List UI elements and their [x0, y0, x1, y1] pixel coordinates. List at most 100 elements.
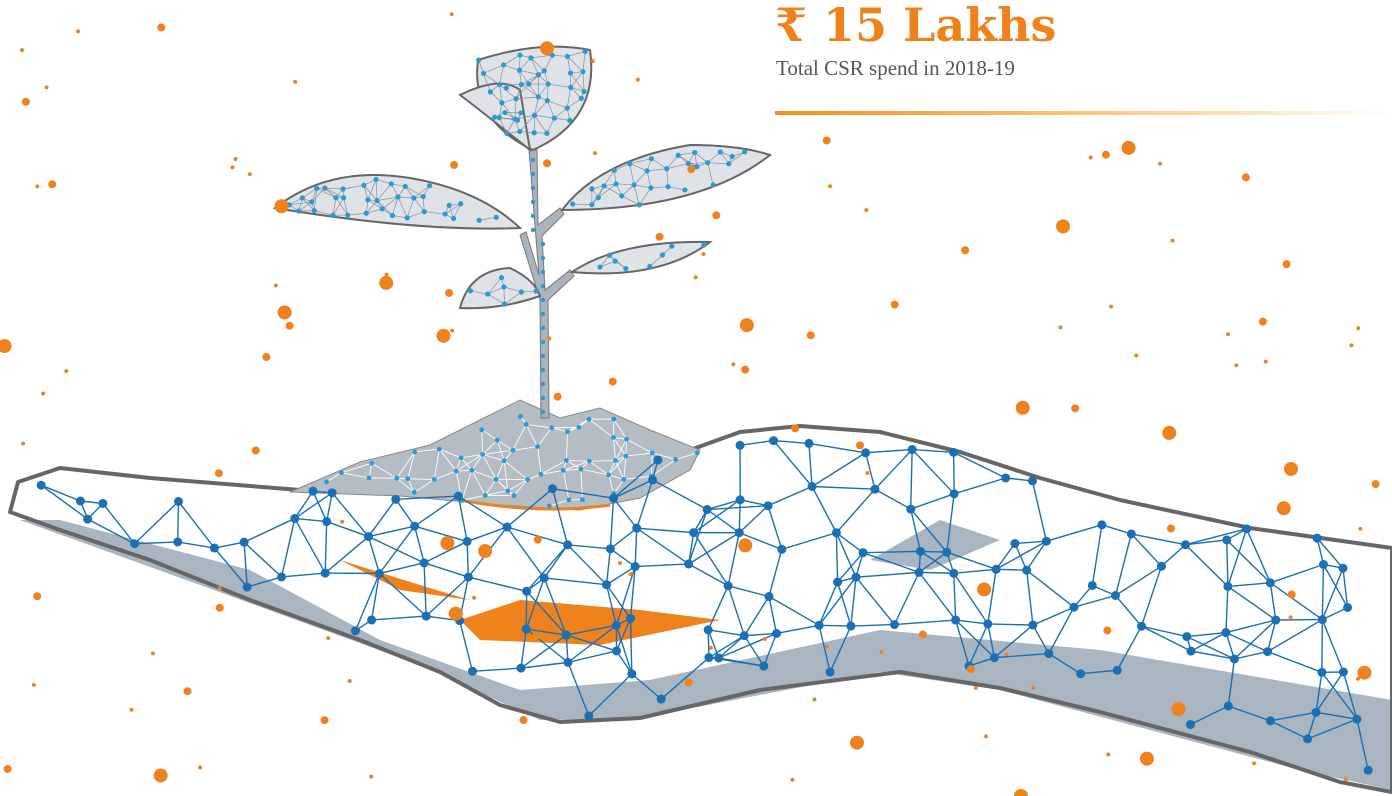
- particle: [1134, 353, 1139, 358]
- mesh-line: [134, 500, 179, 545]
- mesh-line: [376, 183, 392, 201]
- mesh-node: [290, 513, 300, 523]
- mesh-node: [1229, 654, 1239, 664]
- mesh-line: [836, 581, 852, 627]
- mesh-line: [615, 439, 627, 461]
- particle: [693, 275, 698, 280]
- mesh-node: [374, 568, 384, 578]
- mesh-line: [987, 623, 996, 658]
- mesh-node: [777, 544, 787, 554]
- mesh-node: [694, 164, 700, 170]
- mesh-node: [710, 182, 716, 188]
- mesh-line: [521, 74, 539, 85]
- mesh-line: [688, 563, 729, 587]
- particle: [762, 636, 767, 641]
- mesh-line: [1114, 533, 1133, 596]
- mesh-node: [613, 181, 619, 187]
- mesh: [36, 436, 1373, 775]
- mesh-line: [525, 577, 545, 630]
- particle: [293, 79, 298, 84]
- mesh-line: [666, 168, 669, 187]
- mesh-line: [367, 199, 383, 210]
- mesh-line: [213, 547, 248, 588]
- mesh-line: [324, 187, 344, 199]
- mesh-node: [431, 476, 437, 482]
- particle: [701, 251, 706, 256]
- headline: ₹ 15 Lakhs: [775, 0, 1057, 52]
- mesh-line: [608, 455, 627, 476]
- mesh-line: [994, 652, 1049, 659]
- mesh-line: [294, 492, 333, 520]
- particle: [0, 339, 12, 354]
- particle: [824, 644, 829, 649]
- mesh-line: [567, 650, 617, 664]
- mesh-line: [378, 525, 416, 574]
- mesh-line: [1226, 539, 1229, 587]
- mesh-line: [471, 469, 497, 480]
- mesh-line: [506, 488, 553, 528]
- mesh-line: [953, 568, 997, 574]
- mesh-node: [462, 536, 472, 546]
- stem-dot: [540, 297, 546, 303]
- mesh-node: [320, 568, 330, 578]
- mesh-line: [631, 673, 662, 700]
- mesh-line: [920, 550, 955, 574]
- mesh-line: [534, 100, 548, 116]
- stem-dot: [540, 255, 546, 261]
- particle: [472, 595, 477, 600]
- particle: [1088, 155, 1093, 160]
- mesh-node: [526, 81, 532, 87]
- mesh-line: [544, 577, 607, 586]
- mesh-line: [484, 479, 497, 496]
- mesh-line: [566, 460, 590, 462]
- mesh-line: [521, 84, 539, 98]
- mesh-line: [629, 566, 636, 619]
- mesh-node: [565, 429, 570, 435]
- mesh-node: [623, 266, 629, 272]
- mesh-node: [703, 625, 713, 635]
- mesh-line: [588, 460, 609, 476]
- mesh-node: [518, 414, 523, 419]
- mesh-line: [629, 163, 648, 172]
- mesh-node: [644, 168, 650, 174]
- mesh-line: [911, 449, 955, 495]
- particle: [739, 318, 754, 333]
- mesh-line: [540, 460, 567, 475]
- mesh-line: [968, 623, 989, 667]
- mesh-line: [1101, 524, 1132, 535]
- mesh-line: [461, 494, 486, 501]
- mesh-line: [548, 83, 571, 88]
- mesh-line: [633, 170, 648, 186]
- mesh-line: [482, 454, 497, 480]
- mesh-node: [684, 559, 694, 569]
- mesh-line: [1315, 672, 1323, 713]
- mesh-line: [588, 418, 614, 438]
- mesh-line: [835, 488, 876, 534]
- mesh-line: [910, 508, 922, 552]
- mesh-line: [1185, 544, 1229, 587]
- mesh-line: [650, 186, 669, 189]
- mesh-node: [1087, 580, 1097, 590]
- mesh-line: [580, 468, 609, 476]
- mesh-line: [1026, 540, 1047, 571]
- mesh-node: [619, 193, 625, 199]
- mesh-line: [738, 532, 783, 550]
- mesh-node: [340, 186, 346, 192]
- mesh-line: [811, 486, 838, 534]
- mesh-line: [366, 200, 378, 214]
- mesh-node: [763, 501, 773, 511]
- mesh-line: [739, 439, 774, 446]
- mesh-line: [367, 498, 397, 537]
- mesh-line: [499, 84, 503, 103]
- mesh-line: [955, 619, 988, 625]
- mesh-line: [458, 620, 474, 672]
- mesh-node: [613, 458, 618, 463]
- mesh-line: [1032, 624, 1050, 654]
- mesh-node: [502, 522, 512, 532]
- mesh-line: [567, 56, 584, 72]
- mesh-node: [535, 444, 541, 450]
- mesh-node: [627, 160, 633, 167]
- mesh-node: [567, 70, 574, 76]
- mesh-line: [639, 187, 652, 206]
- mesh-line: [1048, 653, 1082, 675]
